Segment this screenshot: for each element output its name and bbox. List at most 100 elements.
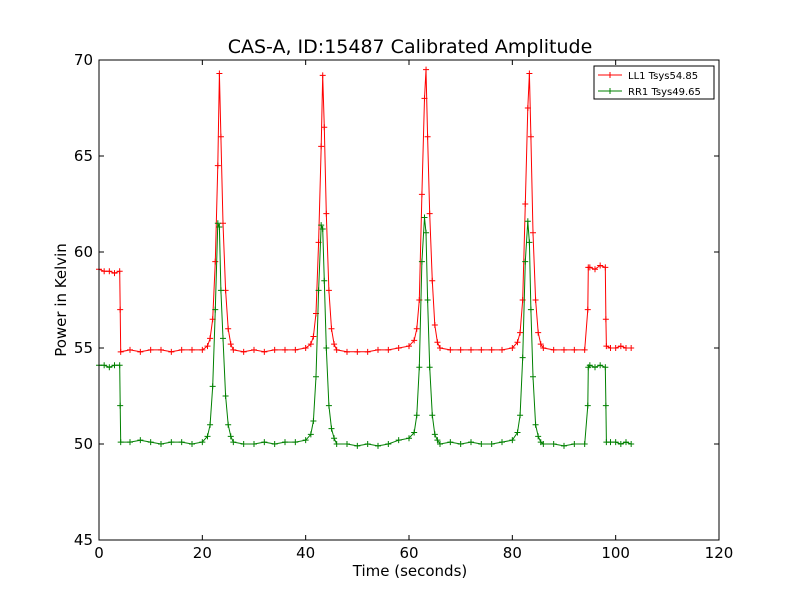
data-point (321, 124, 328, 131)
data-point (424, 297, 431, 303)
data-point (519, 354, 526, 361)
data-point (526, 239, 533, 246)
data-point (333, 441, 340, 447)
data-point (612, 439, 619, 446)
data-point (421, 214, 428, 221)
data-point (602, 316, 609, 323)
data-point (628, 441, 635, 447)
data-point (530, 229, 536, 236)
x-tick-label: 0 (94, 544, 104, 562)
data-point (209, 383, 216, 390)
legend: LL1 Tsys54.85 RR1 Tsys49.65 (593, 65, 715, 100)
data-point (323, 345, 330, 351)
data-point (207, 335, 214, 342)
x-axis: 0 20 40 60 80 100 120 (94, 60, 733, 562)
data-point (527, 133, 534, 140)
data-point (147, 439, 154, 446)
data-point (426, 364, 433, 371)
data-point (217, 133, 224, 140)
data-point (282, 346, 288, 353)
data-point (344, 348, 350, 355)
data-point (524, 218, 531, 225)
data-point (584, 402, 591, 409)
data-point (310, 333, 317, 340)
data-point (261, 439, 268, 446)
data-point (117, 439, 124, 446)
data-point (212, 258, 219, 265)
data-point (514, 339, 521, 346)
data-point (364, 348, 371, 355)
data-point (447, 346, 454, 353)
data-point (535, 329, 542, 336)
data-point (385, 441, 392, 447)
data-point (413, 412, 420, 419)
y-tick-label: 65 (74, 147, 93, 165)
data-point (117, 348, 124, 355)
data-point (478, 346, 485, 353)
data-point (413, 325, 420, 332)
data-point (434, 437, 441, 444)
legend-marker (607, 72, 613, 78)
data-point (602, 264, 609, 271)
data-point (571, 346, 578, 353)
data-point (607, 439, 614, 446)
x-tick-label: 40 (296, 544, 315, 562)
data-point (607, 345, 614, 351)
y-axis: 45 50 55 60 65 70 (74, 51, 719, 549)
x-tick-label: 120 (705, 544, 734, 562)
series-1 (96, 214, 635, 449)
data-point (532, 297, 539, 303)
data-point (597, 262, 604, 269)
legend-marker (607, 88, 613, 94)
data-point (101, 362, 108, 369)
data-point (271, 441, 278, 447)
data-point (313, 373, 319, 380)
data-point (468, 346, 474, 353)
x-tick-label: 20 (193, 544, 212, 562)
data-point (612, 345, 619, 351)
data-point (488, 441, 495, 447)
data-point (586, 264, 593, 271)
data-point (111, 270, 118, 277)
series-0 (96, 66, 635, 355)
data-point (127, 439, 133, 446)
data-point (364, 441, 371, 447)
data-point (581, 346, 588, 353)
data-point (416, 364, 423, 371)
data-point (251, 441, 257, 447)
data-point (592, 266, 598, 273)
data-point (617, 441, 624, 447)
data-point (240, 348, 247, 355)
chart-title: CAS-A, ID:15487 Calibrated Amplitude (228, 36, 593, 58)
data-point (292, 346, 299, 353)
data-point (517, 329, 524, 336)
data-point (310, 417, 317, 424)
data-point (586, 362, 593, 369)
data-point (602, 402, 609, 409)
data-point (220, 335, 226, 342)
data-point (178, 439, 185, 446)
data-point (117, 306, 124, 313)
data-point (424, 133, 431, 140)
data-point (204, 433, 211, 440)
data-point (429, 277, 436, 284)
x-tick-label: 100 (601, 544, 630, 562)
data-point (251, 346, 257, 353)
data-point (168, 348, 175, 355)
data-point (315, 287, 322, 294)
data-point (216, 224, 223, 231)
x-axis-label: Time (seconds) (352, 562, 468, 580)
data-point (584, 306, 591, 313)
data-point (225, 421, 232, 428)
data-point (116, 268, 123, 275)
data-point (328, 425, 335, 432)
data-point (158, 346, 164, 353)
data-point (550, 346, 557, 353)
data-point (411, 429, 418, 436)
data-point (199, 439, 206, 446)
data-point (137, 348, 144, 355)
data-point (457, 346, 464, 353)
data-point (101, 268, 108, 275)
data-point (522, 258, 529, 265)
data-point (204, 343, 211, 350)
